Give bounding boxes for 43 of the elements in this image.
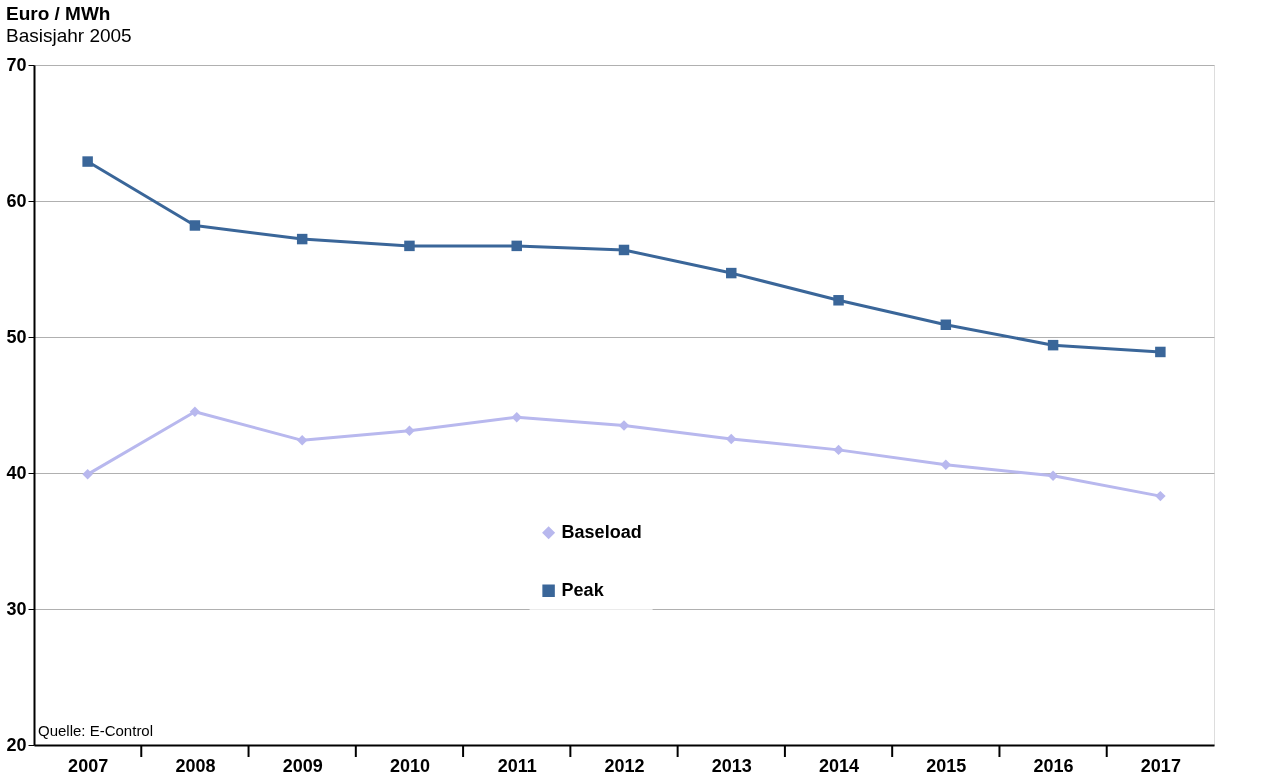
y-tick-label: 40 [6,462,27,483]
chart-subtitle: Basisjahr 2005 [5,25,132,46]
point [1047,470,1059,481]
point [296,435,308,446]
legend-label: Baseload [561,521,642,542]
point [618,420,630,431]
point [726,267,737,279]
point [833,444,844,456]
point [511,240,522,252]
annotation: Quelle: E-Control [38,722,154,739]
point [296,233,308,245]
x-tick-label: 2017 [1140,755,1181,776]
point [618,244,630,256]
y-tick-label: 50 [6,326,27,347]
point [511,412,522,423]
point [189,220,201,231]
y-tick-label: 30 [6,598,27,619]
x-tick-label: 2014 [819,755,860,776]
y-tick-label: 20 [6,734,27,755]
point [404,240,415,252]
y-tick-label: 60 [6,190,27,211]
x-tick-label: 2012 [604,755,645,776]
point [82,469,93,480]
x-tick-label: 2016 [1033,755,1074,776]
x-tick-label: 2015 [926,755,967,776]
x-tick-label: 2007 [68,755,109,776]
x-tick-label: 2010 [389,755,430,776]
point [82,156,93,167]
x-tick-label: 2009 [282,755,323,776]
y-tick-label: 70 [6,54,27,75]
point [1155,346,1166,358]
legend-label: Peak [561,579,605,600]
x-tick-label: 2011 [497,755,537,776]
point [1155,490,1166,502]
point [189,406,201,418]
point [940,319,952,330]
point [726,433,737,445]
point [1047,339,1059,351]
x-tick-label: 2008 [175,755,216,776]
point [404,425,415,437]
chart-title: Euro / MWh [5,3,111,24]
point [833,295,844,306]
x-tick-label: 2013 [711,755,752,776]
